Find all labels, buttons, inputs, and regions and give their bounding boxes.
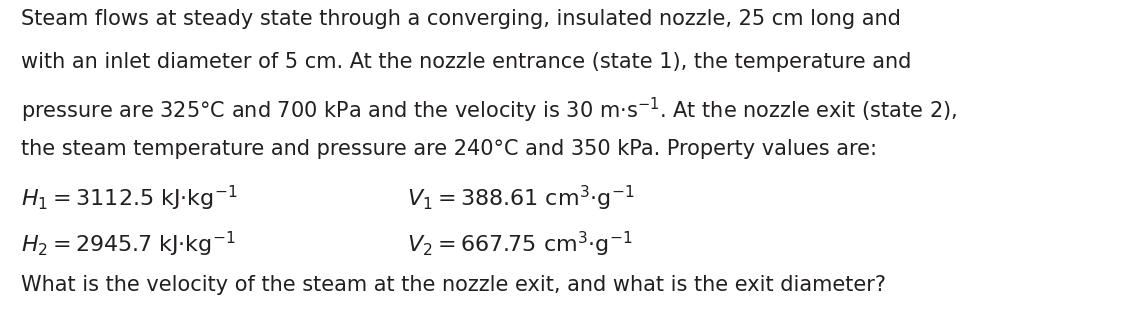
Text: Steam flows at steady state through a converging, insulated nozzle, 25 cm long a: Steam flows at steady state through a co…: [21, 9, 901, 29]
Text: with an inlet diameter of 5 cm. At the nozzle entrance (state 1), the temperatur: with an inlet diameter of 5 cm. At the n…: [21, 52, 912, 72]
Text: pressure are 325°C and 700 kPa and the velocity is 30 m·s$^{-1}$. At the nozzle : pressure are 325°C and 700 kPa and the v…: [21, 95, 958, 125]
Text: $H_2 = 2945.7$ kJ·kg$^{-1}$: $H_2 = 2945.7$ kJ·kg$^{-1}$: [21, 230, 236, 259]
Text: $V_2 = 667.75$ cm$^3$·g$^{-1}$: $V_2 = 667.75$ cm$^3$·g$^{-1}$: [407, 230, 633, 259]
Text: What is the velocity of the steam at the nozzle exit, and what is the exit diame: What is the velocity of the steam at the…: [21, 275, 887, 295]
Text: the steam temperature and pressure are 240°C and 350 kPa. Property values are:: the steam temperature and pressure are 2…: [21, 139, 878, 159]
Text: $V_1 = 388.61$ cm$^3$·g$^{-1}$: $V_1 = 388.61$ cm$^3$·g$^{-1}$: [407, 184, 635, 213]
Text: $H_1 = 3112.5$ kJ·kg$^{-1}$: $H_1 = 3112.5$ kJ·kg$^{-1}$: [21, 184, 238, 213]
